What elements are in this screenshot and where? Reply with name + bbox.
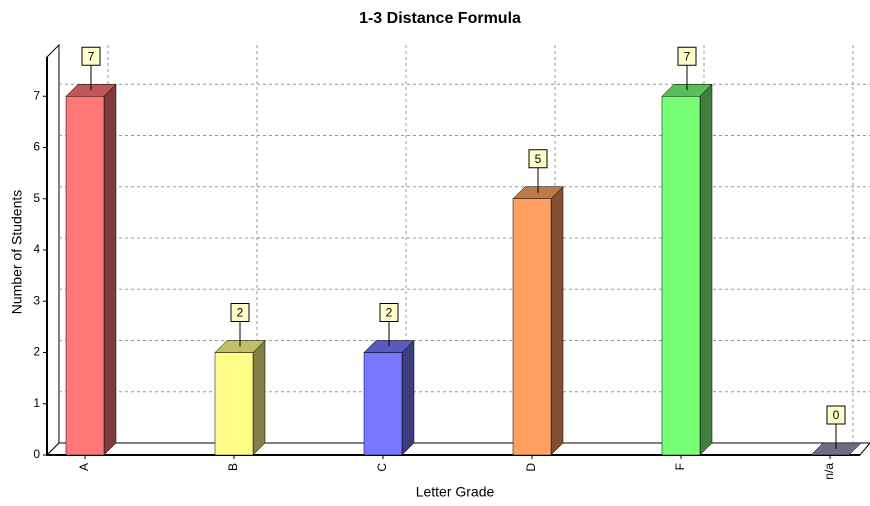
- floor: [45, 442, 870, 456]
- chart-title: 1-3 Distance Formula: [359, 10, 521, 27]
- bar: [65, 96, 105, 456]
- value-label: 7: [684, 49, 691, 63]
- x-tick-label: C: [375, 463, 389, 472]
- label-box: [230, 303, 250, 322]
- y-tick-label: 0: [33, 447, 40, 461]
- label-box: [826, 405, 846, 425]
- x-tick-label: A: [77, 463, 91, 471]
- x-axis-title: Letter Grade: [416, 484, 495, 500]
- y-tick-label: 7: [33, 88, 40, 102]
- value-label: 5: [535, 152, 542, 166]
- bar: [363, 352, 403, 456]
- y-tick-label: 2: [33, 345, 40, 359]
- bar-side: [252, 339, 266, 456]
- y-tick-label: 3: [33, 293, 40, 307]
- bar: [512, 198, 552, 456]
- left-wall: [46, 43, 60, 457]
- bar-side: [103, 83, 117, 456]
- label-box: [81, 46, 101, 66]
- bar-side: [550, 186, 564, 456]
- x-tick-label: B: [226, 463, 240, 471]
- x-tick-label: n/a: [822, 463, 836, 480]
- y-axis-title: Number of Students: [9, 190, 25, 315]
- value-label: 2: [386, 306, 393, 320]
- value-label: 2: [237, 306, 244, 320]
- bar-side: [699, 83, 713, 456]
- bar: [661, 96, 701, 456]
- label-box: [677, 46, 697, 66]
- y-tick-label: 1: [33, 396, 40, 410]
- bar: [214, 352, 254, 456]
- y-tick-label: 4: [33, 242, 40, 256]
- x-tick-label: F: [673, 463, 687, 470]
- y-tick-label: 5: [33, 191, 40, 205]
- y-tick-label: 6: [33, 140, 40, 154]
- label-box: [379, 303, 399, 322]
- value-label: 7: [88, 49, 95, 63]
- value-label: 0: [833, 408, 840, 422]
- label-box: [528, 149, 548, 169]
- bar-side: [401, 339, 415, 456]
- x-tick-label: D: [524, 463, 538, 472]
